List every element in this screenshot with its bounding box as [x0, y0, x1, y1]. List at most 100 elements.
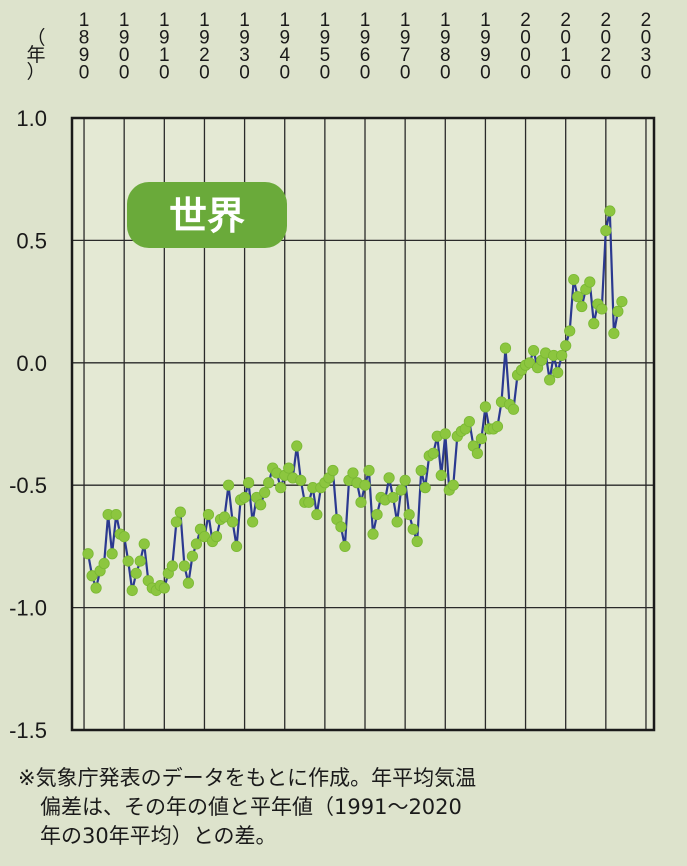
data-point-1959 — [355, 496, 367, 508]
data-point-1903 — [130, 567, 142, 579]
y-tick-label-1.0: 1.0 — [16, 106, 47, 131]
data-point-2010 — [560, 340, 572, 352]
data-point-1927 — [226, 516, 239, 528]
data-point-1910 — [158, 582, 170, 594]
data-point-1955 — [339, 540, 351, 553]
data-point-1926 — [222, 479, 235, 491]
data-point-1961 — [363, 464, 375, 477]
data-point-1960 — [359, 479, 371, 491]
data-point-1891 — [82, 548, 94, 560]
data-point-1979 — [435, 469, 447, 482]
data-point-1943 — [291, 440, 303, 452]
data-point-1913 — [170, 516, 182, 528]
data-point-1993 — [491, 420, 504, 433]
data-point-1914 — [174, 506, 186, 518]
title-badge — [127, 182, 287, 248]
data-point-1995 — [499, 342, 512, 354]
data-point-1980 — [439, 428, 451, 440]
data-point-1905 — [138, 538, 150, 550]
source-note: ※気象庁発表のデータをもとに作成。年平均気温 偏差は、その年の値と平年値（199… — [18, 764, 678, 851]
data-point-1944 — [295, 474, 307, 486]
data-point-2012 — [568, 273, 580, 286]
data-point-2001 — [523, 357, 536, 369]
data-point-2022 — [608, 327, 620, 340]
data-point-2020 — [600, 225, 612, 237]
data-point-1932 — [247, 516, 259, 528]
data-point-1967 — [387, 491, 399, 504]
data-point-1974 — [415, 464, 427, 477]
data-point-1902 — [126, 584, 138, 597]
data-point-1971 — [403, 508, 415, 521]
data-point-1921 — [202, 508, 215, 521]
data-point-2014 — [576, 300, 588, 313]
data-point-1946 — [303, 496, 315, 508]
data-point-1968 — [391, 516, 403, 528]
data-point-1997 — [507, 403, 520, 415]
data-point-1948 — [311, 508, 323, 521]
data-point-1975 — [419, 482, 431, 494]
data-point-1939 — [275, 482, 287, 494]
data-point-2008 — [552, 366, 564, 379]
y-tick-label-0.5: 0.5 — [16, 228, 47, 253]
chart-title: 世界 — [169, 196, 245, 238]
y-tick-label--1.0: -1.0 — [9, 596, 47, 621]
data-point-1988 — [471, 447, 483, 459]
data-point-1928 — [230, 540, 243, 553]
data-point-1982 — [447, 479, 459, 491]
data-point-1912 — [166, 560, 178, 572]
data-point-1904 — [134, 555, 146, 567]
y-tick-label--0.5: -0.5 — [9, 473, 47, 498]
data-point-1989 — [475, 433, 488, 445]
data-point-1931 — [243, 477, 255, 489]
data-point-1966 — [383, 472, 395, 484]
note-line-3: 年の30年平均）との差。 — [40, 824, 277, 848]
x-axis-unit-label: （年） — [26, 27, 45, 83]
data-point-1934 — [255, 499, 267, 511]
data-point-1918 — [190, 538, 203, 550]
data-point-1970 — [399, 474, 411, 486]
note-line-2: 偏差は、その年の値と平年値（1991～2020 — [40, 795, 462, 819]
data-point-1892 — [86, 570, 98, 582]
plot-frame — [70, 116, 656, 732]
data-point-1901 — [122, 555, 134, 567]
data-point-2016 — [584, 276, 596, 288]
data-point-1952 — [327, 464, 339, 477]
y-tick-label-0.0: 0.0 — [16, 351, 47, 376]
data-point-1917 — [186, 550, 199, 562]
data-point-1962 — [367, 528, 379, 540]
data-point-1977 — [427, 447, 439, 459]
data-point-1900 — [118, 531, 130, 543]
data-point-1923 — [210, 531, 223, 543]
data-point-1954 — [335, 521, 347, 533]
data-point-1969 — [395, 484, 407, 496]
data-point-1930 — [238, 491, 251, 504]
data-point-1972 — [407, 523, 419, 535]
data-point-1916 — [182, 577, 194, 589]
y-tick-label--1.5: -1.5 — [9, 718, 47, 743]
data-point-2002 — [527, 344, 540, 357]
data-point-1990 — [479, 401, 492, 413]
data-point-2009 — [556, 349, 568, 362]
data-point-1941 — [283, 462, 295, 474]
data-point-2021 — [604, 205, 616, 217]
data-point-1986 — [463, 415, 475, 428]
data-point-1920 — [198, 531, 211, 543]
data-point-2006 — [544, 374, 556, 386]
data-point-1936 — [263, 477, 275, 489]
